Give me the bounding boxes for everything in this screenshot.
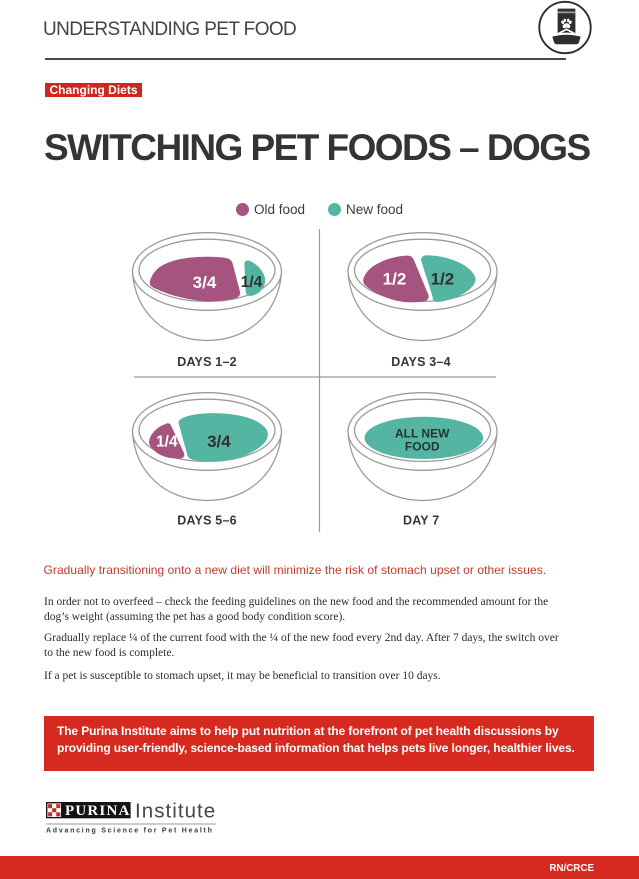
svg-text:1/4: 1/4: [241, 274, 263, 291]
svg-text:DAYS 3–4: DAYS 3–4: [391, 355, 451, 369]
svg-text:1/2: 1/2: [383, 270, 407, 289]
svg-text:PURINA: PURINA: [65, 803, 131, 819]
svg-text:1/2: 1/2: [431, 270, 455, 289]
svg-text:ALL NEW: ALL NEW: [395, 427, 450, 441]
svg-text:3/4: 3/4: [207, 432, 231, 451]
svg-text:DAY 7: DAY 7: [403, 514, 439, 528]
svg-text:Advancing Science for Pet Heal: Advancing Science for Pet Health: [46, 827, 214, 834]
svg-text:FOOD: FOOD: [405, 440, 440, 454]
svg-text:1/4: 1/4: [156, 434, 178, 451]
svg-text:3/4: 3/4: [193, 273, 217, 292]
svg-text:DAYS 5–6: DAYS 5–6: [177, 514, 237, 528]
svg-text:DAYS 1–2: DAYS 1–2: [177, 355, 237, 369]
svg-text:Institute: Institute: [135, 800, 216, 823]
